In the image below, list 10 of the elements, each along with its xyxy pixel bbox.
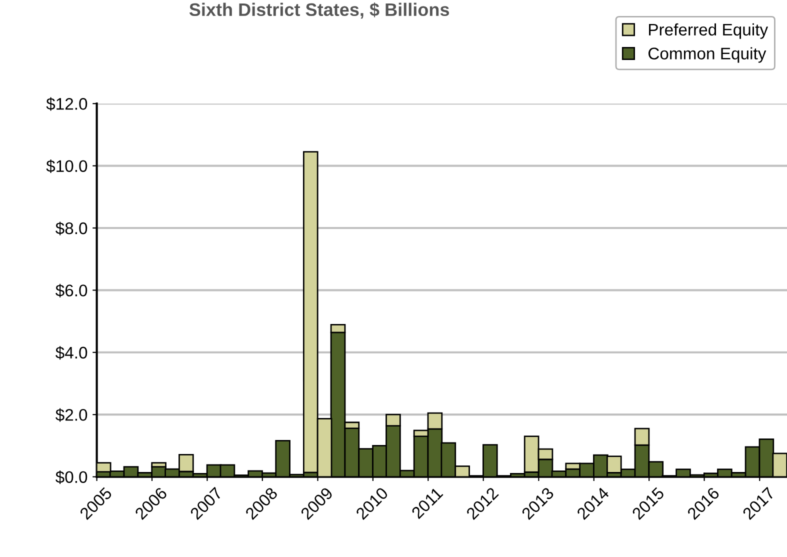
y-tick-label: $12.0 (46, 97, 88, 111)
y-tick-label: $4.0 (56, 346, 88, 360)
y-tick-label: $10.0 (46, 160, 88, 173)
legend-label: Common Equity (648, 47, 766, 63)
y-tick-label: $6.0 (56, 284, 88, 298)
y-tick-label: $8.0 (56, 222, 88, 236)
y-tick-label: $0.0 (56, 470, 88, 484)
legend-label: Preferred Equity (649, 23, 768, 39)
y-tick-label: $2.0 (56, 408, 88, 422)
chart-title: Sixth District States, $ Billions (189, 2, 450, 19)
